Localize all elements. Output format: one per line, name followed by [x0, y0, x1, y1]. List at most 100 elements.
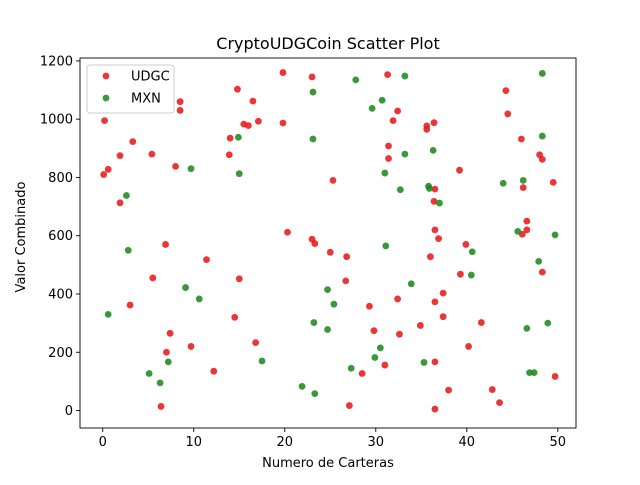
point-udgc — [445, 386, 452, 394]
y-tick-label: 800 — [48, 171, 73, 186]
y-tick-label: 0 — [65, 404, 73, 419]
point-udgc — [187, 343, 195, 350]
point-mxn — [195, 295, 203, 303]
point-mxn — [538, 132, 546, 140]
point-udgc — [504, 110, 512, 118]
point-udgc — [149, 274, 157, 282]
point-mxn — [298, 382, 306, 390]
point-udgc — [279, 69, 287, 76]
point-udgc — [157, 403, 165, 410]
point-udgc — [226, 134, 234, 142]
x-axis-label: Numero de Carteras — [262, 456, 394, 471]
point-mxn — [235, 170, 243, 178]
point-udgc — [439, 289, 447, 297]
point-mxn — [258, 357, 266, 365]
point-mxn — [544, 319, 552, 327]
point-mxn — [538, 70, 546, 77]
point-udgc — [252, 339, 260, 347]
point-mxn — [514, 227, 522, 235]
point-udgc — [439, 313, 447, 321]
legend: UDGC MXN — [86, 64, 175, 114]
point-mxn — [371, 354, 379, 361]
point-udgc — [431, 185, 439, 193]
point-mxn — [376, 344, 384, 352]
point-udgc — [465, 343, 473, 350]
point-udgc — [431, 405, 439, 413]
point-mxn — [124, 246, 132, 254]
point-mxn — [401, 150, 409, 158]
point-udgc — [104, 165, 112, 173]
point-mxn — [324, 286, 331, 294]
point-mxn — [420, 359, 428, 366]
point-udgc — [284, 228, 291, 236]
point-udgc — [431, 358, 439, 366]
point-udgc — [389, 117, 397, 125]
x-tick-label: 50 — [550, 435, 567, 450]
point-udgc — [100, 171, 108, 178]
point-udgc — [519, 184, 527, 192]
point-mxn — [330, 300, 338, 308]
point-udgc — [244, 122, 252, 129]
point-mxn — [396, 186, 404, 194]
point-udgc — [126, 301, 134, 309]
y-tick-label: 200 — [48, 346, 73, 361]
point-udgc — [225, 151, 233, 159]
series-udgc — [100, 69, 559, 413]
point-udgc — [231, 313, 239, 321]
legend-label-mxn: MXN — [131, 92, 161, 107]
point-mxn — [401, 72, 409, 80]
point-udgc — [423, 125, 431, 133]
chart-title: CryptoUDGCoin Scatter Plot — [216, 34, 439, 53]
point-udgc — [385, 142, 392, 150]
point-udgc — [462, 241, 470, 248]
point-udgc — [431, 298, 439, 306]
point-udgc — [308, 73, 316, 81]
point-udgc — [235, 275, 243, 283]
point-mxn — [309, 135, 317, 143]
point-udgc — [176, 107, 184, 114]
series-mxn — [104, 70, 559, 398]
point-udgc — [416, 322, 424, 329]
point-mxn — [382, 242, 390, 250]
point-mxn — [156, 379, 164, 387]
point-mxn — [523, 324, 531, 332]
point-udgc — [343, 253, 351, 261]
point-udgc — [172, 162, 179, 170]
point-mxn — [519, 176, 527, 184]
point-udgc — [129, 138, 137, 146]
point-mxn — [234, 133, 242, 141]
point-mxn — [187, 165, 195, 173]
point-udgc — [166, 329, 174, 337]
point-udgc — [148, 150, 156, 158]
point-udgc — [163, 348, 170, 356]
point-mxn — [426, 185, 433, 192]
point-udgc — [279, 119, 287, 127]
point-mxn — [182, 284, 189, 291]
point-mxn — [530, 369, 538, 377]
point-udgc — [254, 117, 262, 125]
point-udgc — [116, 152, 124, 159]
point-udgc — [176, 98, 184, 106]
point-udgc — [456, 166, 463, 174]
point-mxn — [535, 257, 543, 265]
point-udgc — [551, 373, 559, 380]
point-mxn — [468, 248, 476, 256]
point-udgc — [366, 302, 373, 310]
x-tick-label: 40 — [459, 435, 476, 450]
x-tick-label: 30 — [368, 435, 385, 450]
point-mxn — [310, 319, 318, 326]
y-tick-label: 400 — [48, 287, 73, 302]
point-udgc — [538, 268, 546, 276]
axis-ticks: 0 10 20 30 40 50 0 200 400 600 800 1000 1200 — [40, 54, 566, 450]
point-mxn — [429, 146, 437, 154]
plot-frame — [79, 57, 577, 429]
point-mxn — [352, 76, 360, 84]
point-udgc — [517, 135, 525, 143]
point-udgc — [384, 71, 392, 79]
point-mxn — [324, 326, 331, 333]
point-mxn — [347, 364, 355, 372]
point-udgc — [385, 155, 392, 162]
point-udgc — [396, 330, 403, 338]
point-udgc — [394, 295, 402, 303]
